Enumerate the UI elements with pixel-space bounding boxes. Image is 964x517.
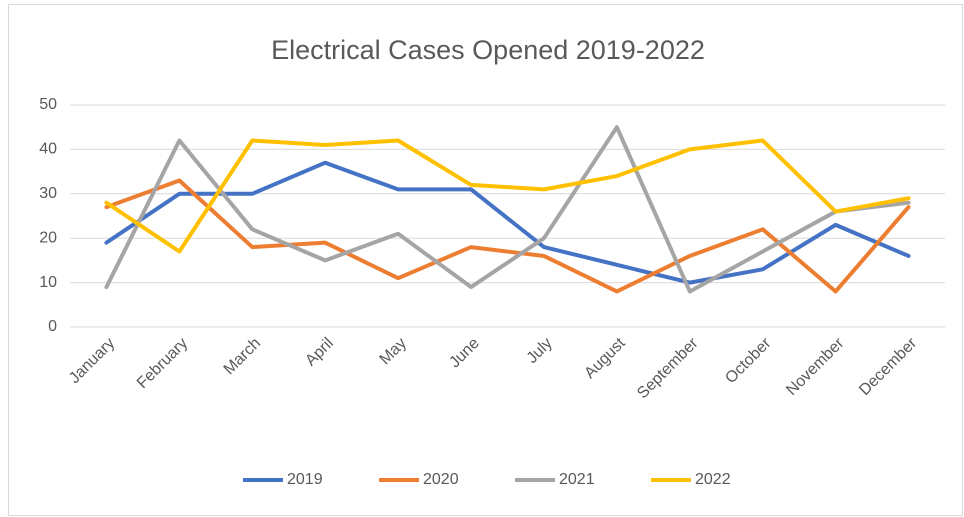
y-tick-label: 50 (39, 96, 57, 113)
y-tick-label: 0 (48, 318, 57, 335)
chart-title: Electrical Cases Opened 2019-2022 (271, 35, 705, 65)
series-line (104, 178, 911, 294)
legend-label: 2022 (695, 471, 731, 488)
y-tick-label: 30 (39, 185, 57, 202)
series-line (104, 160, 911, 285)
series-line (104, 138, 911, 254)
legend-label: 2019 (287, 471, 323, 488)
y-tick-label: 40 (39, 141, 57, 158)
chart-border (8, 4, 963, 516)
y-tick-label: 20 (39, 229, 57, 246)
legend-label: 2020 (423, 471, 459, 488)
y-tick-label: 10 (39, 274, 57, 291)
series-line (104, 125, 911, 294)
legend-label: 2021 (559, 471, 595, 488)
